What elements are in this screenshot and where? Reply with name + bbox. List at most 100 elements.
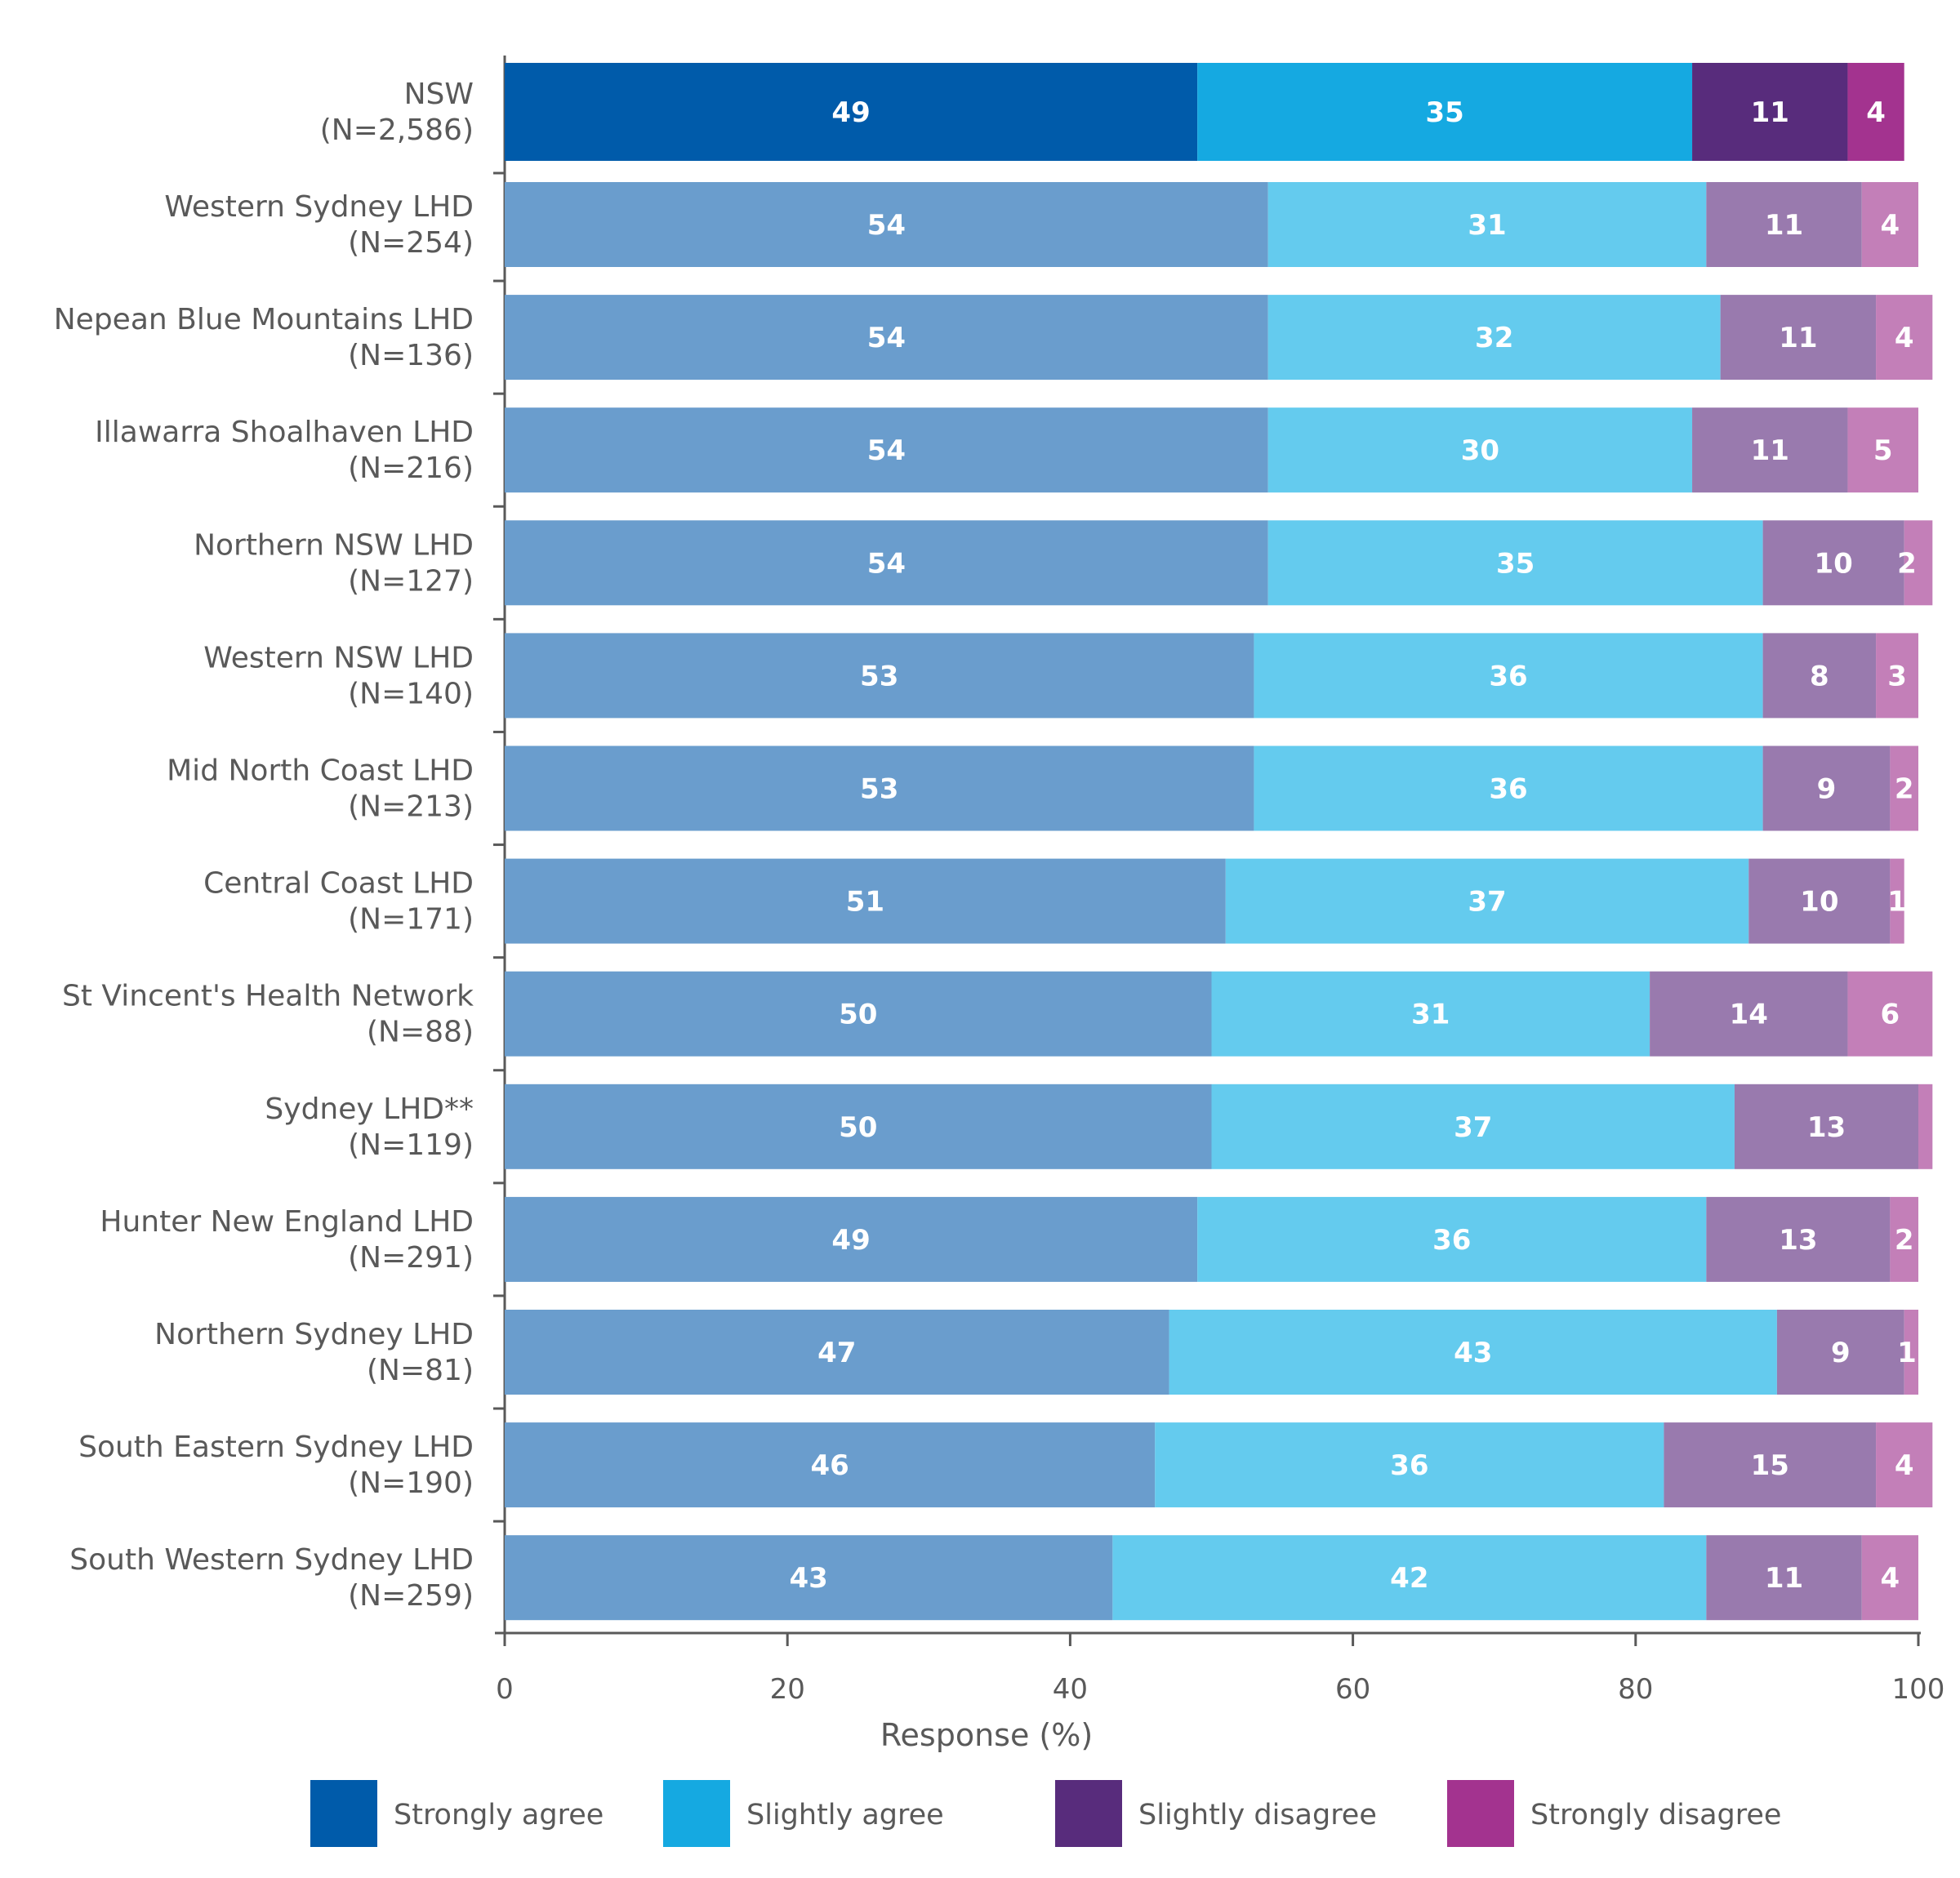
bar-segment xyxy=(1748,858,1891,944)
category-label: Northern Sydney LHD xyxy=(154,1318,474,1351)
data-label: 14 xyxy=(1730,999,1768,1031)
data-label: 11 xyxy=(1751,434,1789,467)
category-label: Illawarra Shoalhaven LHD xyxy=(95,416,474,449)
data-label: 9 xyxy=(1831,1337,1851,1369)
data-label: 37 xyxy=(1454,1111,1492,1144)
bar-segment xyxy=(1267,520,1763,606)
category-n-label: (N=171) xyxy=(348,903,474,937)
x-tick-label: 0 xyxy=(496,1673,514,1706)
data-label: 11 xyxy=(1751,96,1789,129)
data-label: 31 xyxy=(1468,209,1506,242)
category-n-label: (N=291) xyxy=(348,1241,474,1275)
data-label: 8 xyxy=(1810,660,1829,692)
data-label: 35 xyxy=(1425,96,1463,129)
data-label: 11 xyxy=(1779,322,1817,354)
data-label: 42 xyxy=(1390,1562,1428,1595)
bar-segment xyxy=(1112,1535,1707,1621)
bar-segment xyxy=(1847,971,1933,1057)
legend-swatch xyxy=(1447,1780,1514,1847)
bar-segment xyxy=(1197,63,1693,161)
bar-segment xyxy=(505,1084,1212,1169)
data-label: 37 xyxy=(1468,886,1506,919)
data-label: 43 xyxy=(790,1562,828,1595)
category-n-label: (N=259) xyxy=(348,1579,474,1613)
bar-segment xyxy=(1650,971,1848,1057)
bar-segment xyxy=(505,182,1268,267)
legend-label: Slightly agree xyxy=(746,1799,944,1831)
bar-segment xyxy=(1904,1310,1918,1395)
legend-swatch xyxy=(663,1780,730,1847)
bar-segment xyxy=(1211,971,1650,1057)
data-label: 31 xyxy=(1411,999,1450,1031)
data-label: 54 xyxy=(867,322,906,354)
bar-segment xyxy=(1692,407,1848,493)
data-label: 1 xyxy=(1887,886,1907,919)
bar-segment xyxy=(1720,295,1877,380)
category-label: Western NSW LHD xyxy=(203,641,474,674)
bar-segment xyxy=(1169,1310,1777,1395)
data-label: 9 xyxy=(1817,773,1837,806)
bar-segment xyxy=(1267,407,1693,493)
data-label: 10 xyxy=(1814,547,1852,580)
category-label: NSW xyxy=(404,78,474,111)
legend-label: Strongly agree xyxy=(394,1799,604,1831)
data-label: 46 xyxy=(810,1449,849,1482)
data-label: 50 xyxy=(839,1111,877,1144)
bar-segment xyxy=(1776,1310,1904,1395)
bar-segment xyxy=(1225,858,1749,944)
data-label: 36 xyxy=(1489,660,1527,692)
bar-segment xyxy=(1692,63,1848,161)
category-n-label: (N=254) xyxy=(348,226,474,260)
data-label: 49 xyxy=(831,96,870,129)
data-label: 36 xyxy=(1390,1449,1428,1482)
data-label: 4 xyxy=(1895,322,1914,354)
bar-segment xyxy=(1876,295,1933,380)
bar-segment xyxy=(1706,182,1862,267)
bar-segment xyxy=(505,407,1268,493)
bar-segment xyxy=(505,745,1254,831)
bar-segment xyxy=(1706,1535,1862,1621)
category-label: South Western Sydney LHD xyxy=(69,1543,474,1577)
bar-segment xyxy=(505,858,1226,944)
bar-segment xyxy=(1847,63,1904,161)
category-n-label: (N=190) xyxy=(348,1466,474,1500)
bar-segment xyxy=(1267,295,1721,380)
data-label: 43 xyxy=(1454,1337,1492,1369)
bar-segment xyxy=(505,971,1212,1057)
legend-swatch xyxy=(310,1780,377,1847)
category-n-label: (N=127) xyxy=(348,564,474,598)
data-label: 3 xyxy=(1887,660,1907,692)
data-label: 54 xyxy=(867,209,906,242)
x-tick-label: 100 xyxy=(1892,1673,1945,1706)
category-n-label: (N=136) xyxy=(348,339,474,372)
legend-label: Slightly disagree xyxy=(1138,1799,1377,1831)
bar-segment xyxy=(1876,633,1918,719)
data-label: 13 xyxy=(1779,1224,1817,1257)
bar-segment xyxy=(1706,1196,1891,1282)
data-label: 6 xyxy=(1881,999,1900,1031)
legend-swatch xyxy=(1055,1780,1122,1847)
bar-segment xyxy=(1267,182,1707,267)
bar-segment xyxy=(505,295,1268,380)
category-label: Central Coast LHD xyxy=(203,867,474,901)
category-label: Mid North Coast LHD xyxy=(167,754,474,788)
category-n-label: (N=140) xyxy=(348,677,474,710)
bar-segment xyxy=(1155,1422,1664,1508)
data-label: 4 xyxy=(1895,1449,1914,1482)
data-label: 4 xyxy=(1881,209,1900,242)
data-label: 53 xyxy=(860,660,898,692)
data-label: 11 xyxy=(1765,209,1803,242)
category-label: St Vincent's Health Network xyxy=(62,980,474,1013)
bar-segment xyxy=(1211,1084,1735,1169)
bar-segment xyxy=(1890,745,1918,831)
bar-segment xyxy=(505,1196,1198,1282)
bar-segment xyxy=(1254,745,1763,831)
x-axis-title: Response (%) xyxy=(880,1717,1093,1753)
bar-segment xyxy=(1197,1196,1707,1282)
x-tick-label: 40 xyxy=(1053,1673,1088,1706)
data-label: 47 xyxy=(817,1337,856,1369)
x-tick-label: 60 xyxy=(1335,1673,1370,1706)
bar-segment xyxy=(505,1422,1156,1508)
category-label: South Eastern Sydney LHD xyxy=(78,1431,474,1464)
